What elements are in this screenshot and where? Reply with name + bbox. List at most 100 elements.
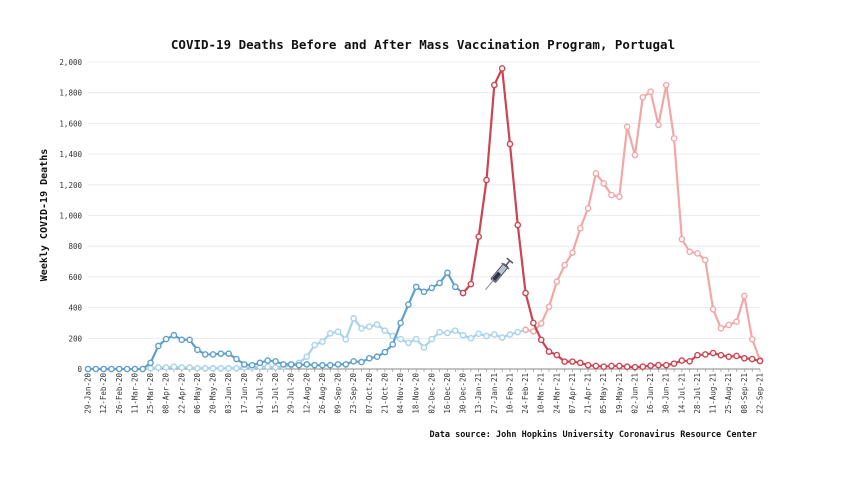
data-point bbox=[397, 319, 404, 327]
data-point bbox=[131, 365, 139, 373]
data-point bbox=[334, 361, 342, 368]
data-point bbox=[686, 248, 693, 256]
data-point bbox=[483, 176, 490, 184]
data-point bbox=[553, 351, 561, 359]
data-point bbox=[248, 361, 256, 369]
data-point bbox=[209, 351, 217, 358]
data-point bbox=[530, 328, 537, 335]
x-tick-label: 14-Jul-21 bbox=[677, 373, 686, 414]
data-point bbox=[662, 81, 670, 89]
data-point bbox=[623, 363, 631, 370]
data-point bbox=[616, 193, 623, 200]
x-tick-label: 28-Jul-21 bbox=[693, 373, 702, 414]
y-tick-label: 600 bbox=[68, 273, 82, 282]
x-tick-label: 21-Oct-20 bbox=[380, 373, 389, 414]
data-point bbox=[405, 301, 412, 308]
x-tick-label: 18-Nov-20 bbox=[412, 373, 421, 414]
data-point bbox=[600, 180, 608, 187]
data-point bbox=[84, 365, 92, 373]
data-point bbox=[647, 88, 654, 95]
data-point bbox=[217, 350, 225, 357]
data-point bbox=[537, 336, 545, 344]
data-point bbox=[428, 284, 436, 292]
x-tick-label: 02-Dec-20 bbox=[427, 373, 436, 414]
data-point bbox=[420, 288, 428, 296]
data-point bbox=[522, 326, 529, 334]
data-point bbox=[311, 361, 318, 369]
y-tick-label: 1,600 bbox=[59, 119, 82, 128]
data-point bbox=[366, 323, 373, 330]
data-point bbox=[381, 348, 389, 356]
data-point bbox=[725, 353, 733, 361]
data-point bbox=[201, 351, 209, 358]
data-point bbox=[506, 331, 514, 338]
data-point bbox=[694, 351, 701, 359]
data-point bbox=[678, 235, 686, 243]
data-point bbox=[459, 289, 467, 297]
data-point bbox=[748, 336, 756, 343]
data-point bbox=[748, 355, 756, 363]
syringe-icon bbox=[485, 257, 514, 291]
x-tick-label: 27-Jan-21 bbox=[490, 373, 499, 414]
data-point bbox=[522, 289, 529, 297]
x-tick-label: 24-Mar-21 bbox=[552, 373, 561, 414]
data-point bbox=[686, 358, 693, 365]
x-tick-label: 15-Jul-20 bbox=[271, 373, 280, 414]
data-point bbox=[162, 335, 170, 343]
data-point bbox=[592, 170, 600, 177]
data-point bbox=[350, 358, 357, 365]
series-line-0 bbox=[150, 317, 526, 370]
data-point bbox=[702, 256, 709, 264]
gridlines bbox=[88, 61, 760, 370]
data-point bbox=[561, 358, 568, 365]
data-point bbox=[350, 315, 357, 322]
x-tick-label: 02-Jun-21 bbox=[630, 373, 639, 414]
x-tick-label: 30-Jun-21 bbox=[662, 373, 671, 414]
data-point bbox=[225, 364, 232, 372]
data-point bbox=[326, 361, 334, 369]
data-point bbox=[428, 335, 436, 343]
data-point bbox=[147, 364, 154, 372]
data-point bbox=[616, 362, 623, 370]
data-point bbox=[264, 357, 272, 364]
y-tick-label: 1,000 bbox=[59, 212, 82, 221]
data-point bbox=[209, 364, 217, 372]
x-tick-label: 04-Nov-20 bbox=[396, 373, 405, 414]
x-tick-labels: 29-Jan-20 12-Feb-20 26-Feb-20 11-Mar-20 25-M… bbox=[84, 369, 765, 414]
y-tick-label: 800 bbox=[68, 242, 82, 251]
data-point bbox=[553, 278, 561, 285]
x-tick-label: 11-Mar-20 bbox=[130, 373, 139, 414]
x-tick-label: 29-Jan-20 bbox=[84, 373, 93, 414]
x-tick-label: 23-Sep-20 bbox=[349, 373, 358, 414]
data-point bbox=[178, 364, 186, 371]
data-point bbox=[709, 305, 717, 313]
data-point bbox=[639, 363, 647, 370]
data-point bbox=[576, 359, 584, 367]
data-point bbox=[373, 321, 381, 328]
data-point bbox=[733, 318, 740, 326]
data-point bbox=[530, 319, 537, 327]
data-point bbox=[319, 338, 326, 345]
data-point bbox=[139, 365, 146, 373]
x-tick-label: 20-May-20 bbox=[209, 373, 218, 414]
data-point bbox=[389, 341, 397, 348]
x-tick-label: 07-Oct-20 bbox=[365, 373, 374, 414]
data-point bbox=[584, 204, 592, 212]
data-point bbox=[569, 358, 576, 365]
x-tick-label: 16-Jun-21 bbox=[646, 373, 655, 414]
y-tick-label: 400 bbox=[68, 304, 82, 313]
data-point bbox=[147, 359, 154, 367]
data-point bbox=[475, 233, 482, 240]
data-point bbox=[506, 140, 514, 148]
data-point bbox=[217, 364, 225, 372]
x-tick-label: 07-Apr-21 bbox=[568, 373, 577, 414]
data-point bbox=[545, 348, 553, 355]
data-point bbox=[444, 269, 451, 277]
y-tick-label: 2,000 bbox=[59, 58, 82, 67]
data-point bbox=[311, 341, 318, 349]
data-point bbox=[717, 325, 725, 332]
data-point bbox=[733, 352, 740, 360]
data-point bbox=[694, 250, 701, 257]
data-point bbox=[741, 292, 748, 300]
